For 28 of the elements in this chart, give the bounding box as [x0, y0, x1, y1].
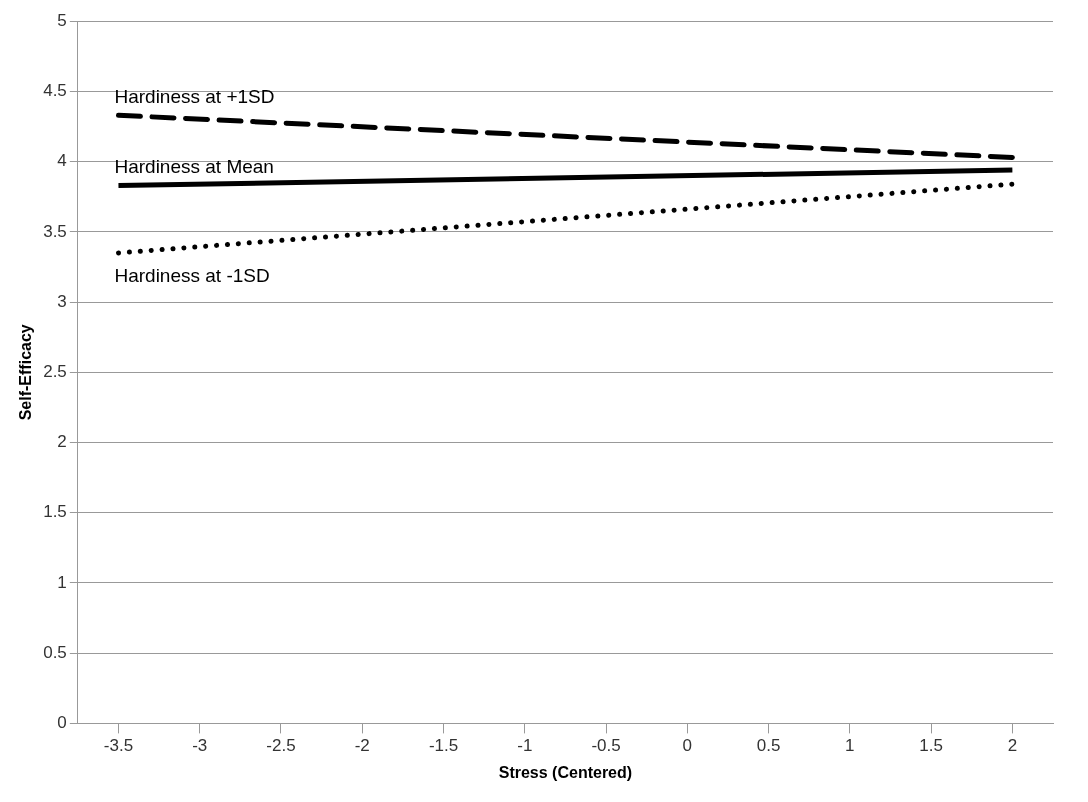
series-label: Hardiness at +1SD — [114, 86, 275, 108]
x-tick-label: 1.5 — [919, 736, 943, 756]
series-label: Hardiness at -1SD — [114, 264, 270, 286]
x-tick-label: -2 — [354, 736, 370, 756]
x-tick-label: -0.5 — [591, 736, 621, 756]
y-tick-label: 2.5 — [43, 361, 67, 381]
y-tick-label: 2 — [57, 432, 67, 452]
y-tick-label: 1 — [57, 572, 67, 592]
x-tick-label: 0 — [682, 736, 693, 756]
x-tick-label: -1 — [517, 736, 533, 756]
y-tick-label: 1.5 — [43, 502, 67, 522]
series-label: Hardiness at Mean — [114, 156, 274, 178]
y-tick-label: 5 — [57, 10, 67, 30]
x-tick-label: -2.5 — [266, 736, 296, 756]
x-tick-label: -3 — [192, 736, 208, 756]
x-tick-label: -3.5 — [103, 736, 134, 756]
y-tick-label: 3.5 — [43, 221, 67, 241]
x-tick-label: 2 — [1007, 736, 1018, 756]
x-tick-label: -1.5 — [428, 736, 459, 756]
y-tick-label: 3 — [57, 291, 67, 311]
y-axis-title: Self-Efficacy — [17, 324, 35, 421]
y-tick-label: 4.5 — [43, 81, 67, 101]
y-tick-label: 0.5 — [43, 642, 67, 662]
x-tick-label: 1 — [845, 736, 855, 756]
x-axis-title: Stress (Centered) — [498, 763, 633, 781]
y-tick-label: 4 — [57, 151, 67, 171]
y-tick-label: 0 — [57, 713, 67, 733]
x-tick-label: 0.5 — [756, 736, 781, 756]
